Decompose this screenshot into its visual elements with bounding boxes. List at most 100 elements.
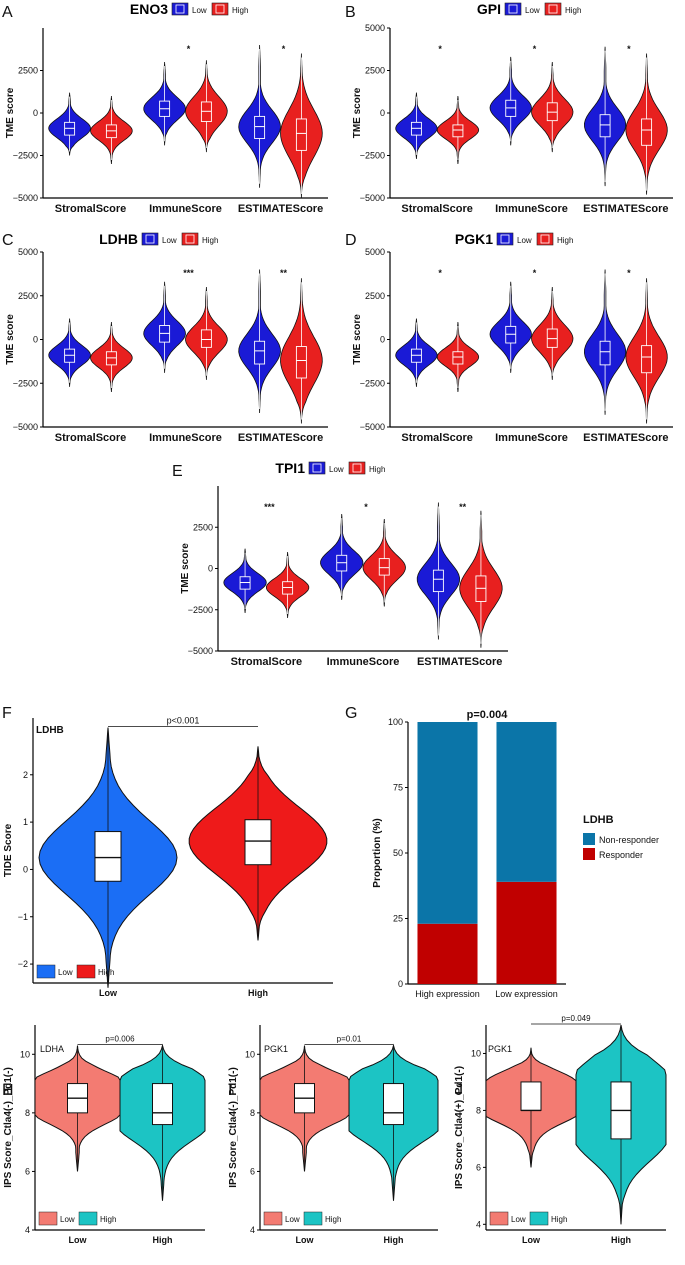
significance-mark: * bbox=[627, 268, 631, 278]
box-low bbox=[254, 115, 266, 139]
y-tick-label: 100 bbox=[388, 717, 403, 727]
legend-label: High bbox=[232, 6, 248, 15]
y-tick-label: 2500 bbox=[193, 522, 213, 532]
legend-swatch-low bbox=[36, 964, 56, 979]
panel-b: B GPI Low High −5000 −2500 0 2500 5000 TME score S… bbox=[345, 1, 673, 215]
panel-h: H LDHA 4 6 8 10 IPS Score_Ctla4(-)_Pd1(-) Low Hi… bbox=[2, 1025, 206, 1245]
y-tick-label: −2 bbox=[18, 959, 28, 969]
y-axis-label: TME score bbox=[5, 314, 16, 365]
y-tick-label: 4 bbox=[25, 1225, 30, 1235]
significance-mark: ** bbox=[280, 268, 288, 278]
y-tick-label: −2500 bbox=[360, 378, 385, 388]
significance-mark: * bbox=[627, 44, 631, 54]
panel-g: G 0 25 50 75 100 Proportion (%) High expression… bbox=[345, 705, 659, 999]
legend-label: High bbox=[369, 465, 385, 474]
x-tick-label: ImmuneScore bbox=[149, 432, 222, 444]
y-tick-label: −5000 bbox=[360, 422, 385, 432]
legend-label: High bbox=[565, 6, 581, 15]
x-tick-label: StromalScore bbox=[401, 203, 473, 215]
y-tick-label: 75 bbox=[393, 783, 403, 793]
box-low bbox=[599, 114, 611, 138]
x-tick-label: High bbox=[153, 1235, 173, 1245]
y-tick-label: 25 bbox=[393, 914, 403, 924]
x-tick-label: ImmuneScore bbox=[149, 203, 222, 215]
x-tick-label: ImmuneScore bbox=[495, 432, 568, 444]
y-tick-label: −2500 bbox=[360, 151, 385, 161]
y-axis-label: TIDE Score bbox=[3, 823, 14, 877]
significance-mark: * bbox=[438, 44, 442, 54]
legend-swatch-low bbox=[489, 1211, 509, 1226]
y-tick-label: 6 bbox=[250, 1166, 255, 1176]
box-low bbox=[599, 340, 611, 366]
y-tick-label: 2 bbox=[23, 770, 28, 780]
panel-a: A ENO3 Low High −5000 −2500 0 2500 TME score Stro… bbox=[2, 1, 328, 215]
legend-swatch-responder bbox=[583, 848, 595, 860]
box-high bbox=[641, 345, 653, 374]
x-tick-label: StromalScore bbox=[55, 203, 127, 215]
x-tick-label: Low bbox=[69, 1235, 88, 1245]
box-high bbox=[295, 346, 307, 379]
legend-swatch-high bbox=[303, 1211, 323, 1226]
box-high bbox=[383, 1083, 404, 1126]
x-tick-label: High bbox=[384, 1235, 404, 1245]
panel-letter: D bbox=[345, 232, 357, 249]
box-high bbox=[378, 558, 390, 576]
legend-swatch-box bbox=[175, 4, 185, 14]
box-high bbox=[295, 118, 307, 151]
panel-title: PGK1 bbox=[264, 1044, 288, 1054]
x-tick-label: High bbox=[611, 1235, 631, 1245]
legend-swatch-box bbox=[185, 234, 195, 244]
panel-letter: B bbox=[345, 4, 356, 21]
significance-mark: * bbox=[282, 44, 286, 54]
panel-letter: I bbox=[228, 1082, 232, 1099]
box-low bbox=[254, 340, 266, 365]
legend-swatch-high bbox=[76, 964, 96, 979]
legend-label: Non-responder bbox=[599, 835, 659, 845]
y-tick-label: 1 bbox=[23, 817, 28, 827]
x-tick-label: ESTIMATEScore bbox=[583, 432, 668, 444]
panel-title: ENO3 bbox=[130, 1, 168, 17]
legend-swatch-box bbox=[548, 4, 558, 14]
y-tick-label: 2500 bbox=[365, 66, 385, 76]
p-value-label: p=0.006 bbox=[105, 1035, 135, 1044]
y-tick-label: −5000 bbox=[13, 193, 38, 203]
y-axis-label: TME score bbox=[180, 543, 191, 594]
panel-letter: F bbox=[2, 705, 12, 722]
legend-label: High bbox=[325, 1215, 341, 1224]
y-tick-label: 6 bbox=[476, 1162, 481, 1172]
significance-mark: ** bbox=[459, 502, 467, 512]
bar-non-responder bbox=[417, 722, 478, 924]
p-value-label: p=0.049 bbox=[561, 1014, 591, 1023]
y-tick-label: −5000 bbox=[360, 193, 385, 203]
box-low bbox=[520, 1081, 542, 1111]
legend-label: Low bbox=[285, 1215, 300, 1224]
y-tick-label: −2500 bbox=[188, 605, 213, 615]
y-tick-label: 8 bbox=[476, 1105, 481, 1115]
x-tick-label: StromalScore bbox=[231, 656, 303, 668]
legend-swatch-low bbox=[38, 1211, 58, 1226]
y-axis-label: IPS Score_Ctla4(-)_Pd1(-) bbox=[228, 1067, 239, 1188]
y-tick-label: 2500 bbox=[18, 291, 38, 301]
p-value-label: p<0.001 bbox=[167, 715, 200, 725]
box-high bbox=[452, 124, 464, 138]
significance-mark: * bbox=[187, 44, 191, 54]
y-axis-label: TME score bbox=[5, 87, 16, 138]
bar-responder bbox=[417, 923, 478, 984]
legend-swatch-box bbox=[145, 234, 155, 244]
legend-title: LDHB bbox=[583, 814, 614, 826]
y-tick-label: 6 bbox=[25, 1166, 30, 1176]
significance-mark: * bbox=[533, 268, 537, 278]
y-tick-label: 10 bbox=[245, 1049, 255, 1059]
box-high bbox=[452, 351, 464, 365]
legend-swatch-box bbox=[500, 234, 510, 244]
panel-title: GPI bbox=[477, 1, 501, 17]
significance-mark: *** bbox=[264, 502, 275, 512]
y-axis-label: IPS Score_Ctla4(-)_Pd1(-) bbox=[3, 1067, 14, 1188]
panel-title: LDHA bbox=[40, 1044, 64, 1054]
panel-letter: C bbox=[2, 232, 14, 249]
legend-swatch-high bbox=[529, 1211, 549, 1226]
legend-label: Low bbox=[511, 1215, 526, 1224]
y-tick-label: 0 bbox=[33, 335, 38, 345]
legend-label: Low bbox=[162, 236, 177, 245]
